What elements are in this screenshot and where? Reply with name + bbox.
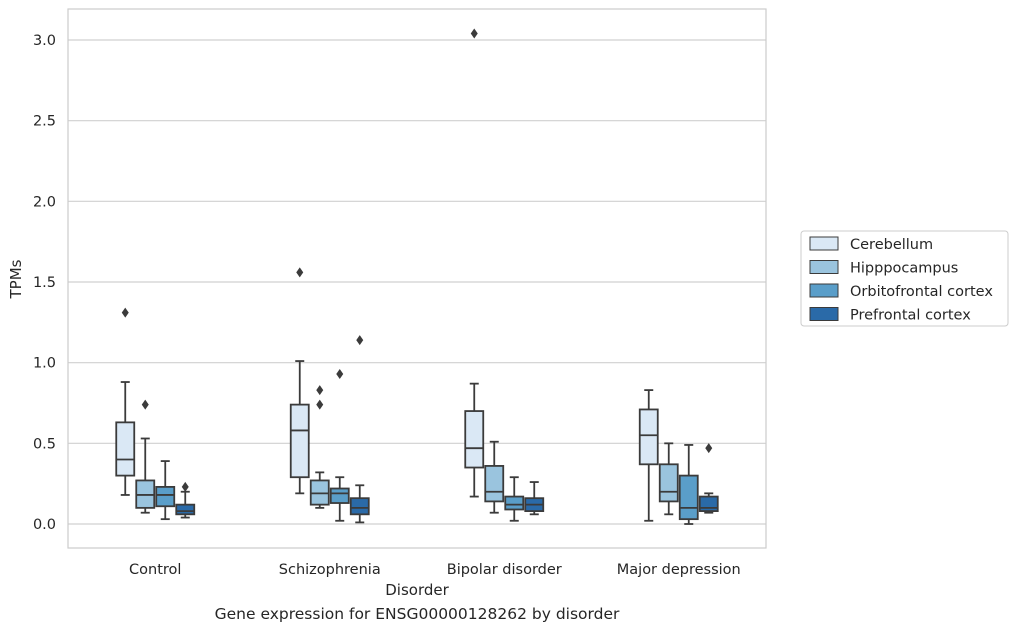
x-tick-label: Schizophrenia [279,562,381,578]
box-iqr [504,495,525,511]
box-orbitofrontal-cortex [329,368,350,522]
box-iqr [698,495,719,512]
figure-caption: Gene expression for ENSG00000128262 by d… [214,605,620,623]
y-tick-label: 3.0 [33,33,56,49]
outlier-point [336,368,344,379]
box-cerebellum [115,307,136,496]
y-tick-label: 2.5 [33,114,56,130]
box-cerebellum [464,28,485,498]
box-hipppocampus [658,442,679,516]
y-tick-label: 1.5 [33,275,56,291]
box-plots [115,28,719,525]
box-prefrontal-cortex [698,443,719,514]
legend: Cerebellum Hipppocampus Orbitofrontal cort… [800,230,1009,327]
box-hipppocampus [135,399,156,514]
box-iqr [349,497,370,516]
plot-frame [67,8,767,549]
box-hipppocampus [309,385,330,509]
box-iqr [638,408,659,466]
box-iqr [329,487,350,504]
legend-swatch [809,307,839,321]
box-prefrontal-cortex [524,481,545,516]
outlier-point [316,399,324,410]
box-iqr [678,474,699,521]
legend-swatch [809,236,839,251]
box-orbitofrontal-cortex [678,444,699,525]
x-tick-label: Control [129,562,181,578]
y-axis-label: TPMs [7,259,25,299]
y-tick-label: 2.0 [33,194,56,210]
box-cerebellum [289,267,310,495]
box-iqr [464,410,485,469]
outlier-point [296,267,304,278]
y-axis-ticks: 0.0 0.5 1.0 1.5 2.0 2.5 3.0 [33,33,56,533]
outlier-point [141,399,149,410]
outlier-point [705,443,713,454]
x-tick-label: Bipolar disorder [447,562,562,578]
box-iqr [155,485,176,508]
outlier-point [316,385,324,396]
x-axis-label: Disorder [385,581,449,599]
y-tick-label: 0.0 [33,517,56,533]
y-tick-label: 0.5 [33,436,56,452]
box-iqr [658,463,679,503]
legend-frame [800,230,1009,327]
legend-label: Hipppocampus [850,261,958,277]
box-orbitofrontal-cortex [155,460,176,521]
x-axis-ticks: Control Schizophrenia Bipolar disorder Majo… [129,562,741,578]
box-hipppocampus [484,440,505,514]
box-iqr [115,421,136,477]
box-iqr [289,403,310,479]
box-prefrontal-cortex [175,481,196,519]
box-prefrontal-cortex [349,335,370,524]
legend-swatch [809,283,839,298]
x-tick-label: Major depression [617,562,741,578]
box-iqr [175,503,196,516]
outlier-point [121,307,129,318]
box-cerebellum [638,389,659,522]
legend-label: Cerebellum [850,237,933,253]
legend-label: Prefrontal cortex [850,308,971,324]
legend-swatch [809,260,839,274]
box-iqr [484,465,505,503]
outlier-point [181,481,189,492]
box-orbitofrontal-cortex [504,476,525,522]
y-tick-label: 1.0 [33,356,56,372]
outlier-point [470,28,478,39]
outlier-point [356,335,364,346]
legend-label: Orbitofrontal cortex [850,284,993,300]
grid-lines [68,39,766,525]
